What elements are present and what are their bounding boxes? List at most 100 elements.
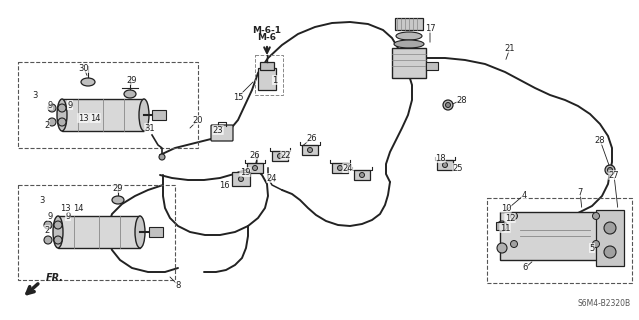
Ellipse shape [445, 102, 450, 108]
Text: 9: 9 [65, 212, 71, 220]
Bar [392, 48, 426, 78]
Bar [596, 210, 624, 266]
Text: 9: 9 [47, 212, 52, 220]
Ellipse shape [57, 99, 67, 131]
Text: 17: 17 [425, 23, 435, 33]
Ellipse shape [112, 196, 124, 204]
Ellipse shape [394, 40, 424, 48]
Text: 7: 7 [577, 188, 583, 196]
Text: M-6-1: M-6-1 [252, 26, 282, 35]
Bar [354, 170, 370, 180]
Text: 3: 3 [33, 91, 38, 100]
Text: 31: 31 [144, 124, 155, 132]
Text: 24: 24 [266, 173, 277, 182]
Ellipse shape [44, 236, 52, 244]
Bar [152, 110, 166, 120]
Text: 26: 26 [307, 133, 318, 142]
Text: 10: 10 [501, 204, 511, 212]
Ellipse shape [337, 165, 343, 171]
Text: 5: 5 [589, 244, 595, 252]
Text: 15: 15 [233, 92, 243, 101]
Ellipse shape [511, 241, 518, 247]
Text: 29: 29 [112, 183, 123, 193]
Bar [255, 55, 283, 95]
Text: 20: 20 [193, 116, 203, 124]
Text: 14: 14 [89, 114, 100, 123]
Bar [500, 212, 610, 260]
Bar [332, 163, 348, 173]
Bar [232, 172, 250, 186]
Text: 9: 9 [67, 100, 73, 109]
Ellipse shape [442, 163, 447, 167]
Ellipse shape [44, 221, 52, 229]
Ellipse shape [605, 165, 615, 175]
Text: 16: 16 [219, 180, 229, 189]
Bar [437, 160, 453, 170]
Text: 28: 28 [595, 135, 605, 145]
Bar [260, 62, 274, 70]
Ellipse shape [58, 104, 66, 112]
Ellipse shape [48, 104, 56, 112]
Ellipse shape [159, 154, 165, 160]
Text: 13: 13 [59, 204, 70, 212]
Text: 2: 2 [44, 121, 50, 130]
Ellipse shape [238, 177, 243, 181]
Text: 25: 25 [453, 164, 463, 172]
Text: 26: 26 [250, 150, 260, 159]
Text: 3: 3 [40, 196, 45, 204]
Bar [302, 145, 318, 155]
Bar [18, 62, 198, 148]
Ellipse shape [592, 241, 599, 247]
Ellipse shape [81, 78, 95, 86]
Bar [395, 18, 423, 30]
Text: 13: 13 [78, 114, 88, 123]
Text: 14: 14 [73, 204, 83, 212]
Text: 27: 27 [609, 171, 619, 180]
Bar [258, 68, 276, 90]
Bar [62, 99, 144, 131]
Ellipse shape [396, 32, 422, 40]
Text: 12: 12 [505, 213, 515, 222]
Text: 29: 29 [127, 76, 137, 84]
Text: 19: 19 [240, 167, 250, 177]
Bar [247, 163, 263, 173]
Text: 30: 30 [79, 63, 89, 73]
Ellipse shape [511, 212, 518, 220]
Ellipse shape [497, 243, 507, 253]
Ellipse shape [135, 216, 145, 248]
Bar [58, 216, 140, 248]
Ellipse shape [592, 212, 599, 220]
Text: 4: 4 [521, 190, 527, 199]
Ellipse shape [497, 221, 507, 231]
Ellipse shape [604, 246, 616, 258]
FancyBboxPatch shape [211, 125, 233, 141]
Ellipse shape [443, 100, 453, 110]
Ellipse shape [307, 148, 312, 153]
Text: 1: 1 [272, 76, 277, 84]
Text: 21: 21 [505, 44, 515, 52]
Text: 18: 18 [435, 154, 445, 163]
Ellipse shape [54, 221, 62, 229]
Text: 9: 9 [47, 100, 52, 109]
Bar [487, 198, 632, 283]
Text: 2: 2 [44, 226, 50, 235]
Text: 8: 8 [175, 281, 181, 290]
Text: 11: 11 [500, 223, 511, 233]
Text: FR.: FR. [46, 273, 64, 283]
Text: 23: 23 [213, 125, 223, 134]
Bar [272, 151, 288, 161]
Text: S6M4-B2320B: S6M4-B2320B [578, 299, 631, 308]
Text: 22: 22 [281, 150, 291, 159]
Bar [149, 227, 163, 237]
Text: 24: 24 [343, 164, 353, 172]
Ellipse shape [360, 172, 364, 178]
Ellipse shape [48, 118, 56, 126]
Bar [18, 185, 175, 280]
Text: 6: 6 [522, 263, 528, 273]
Ellipse shape [608, 167, 613, 172]
Ellipse shape [252, 165, 258, 171]
Ellipse shape [604, 222, 616, 234]
Ellipse shape [139, 99, 149, 131]
Bar [426, 62, 438, 70]
Text: 28: 28 [457, 95, 467, 105]
